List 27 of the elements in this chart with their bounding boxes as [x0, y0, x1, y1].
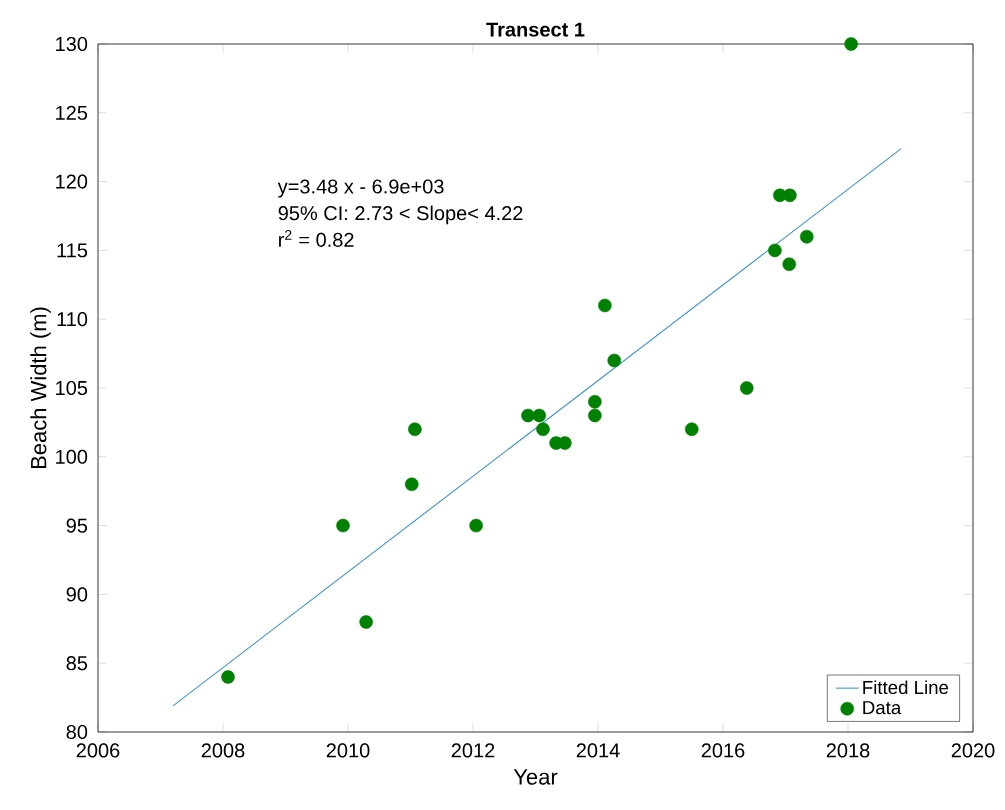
y-tick-label: 100 [56, 449, 88, 464]
x-tick-label: 2006 [76, 743, 120, 758]
x-tick-label: 2020 [951, 743, 995, 758]
y-tick-label: 115 [57, 243, 88, 258]
annotation: r$^{2}$ = 0.82 [279, 229, 354, 247]
x-tick-label: 2018 [826, 743, 870, 758]
y-tick-label: 80 [66, 724, 88, 740]
y-tick-label: 90 [66, 587, 88, 602]
y-axis-title: Beach Width (m) [30, 307, 51, 469]
y-tick-label: 105 [56, 380, 88, 396]
chart-title: Transect 1 [486, 22, 585, 37]
x-tick-label: 2008 [201, 743, 245, 758]
y-tick-label: 125 [56, 105, 88, 120]
y-tick-label: 95 [66, 518, 88, 533]
y-tick-label: 110 [57, 312, 88, 327]
legend-label: Fitted Line [863, 680, 949, 695]
x-tick-label: 2010 [326, 743, 370, 758]
annotation: y=3.48 x - 6.9e+03 [277, 179, 444, 198]
x-tick-label: 2012 [451, 743, 495, 758]
annotation: 95% CI: 2.73 < Slope< 4.22 [278, 205, 523, 225]
x-tick-label: 2016 [701, 743, 745, 758]
x-tick-label: 2014 [576, 743, 620, 758]
y-tick-label: 130 [56, 36, 88, 52]
y-tick-label: 120 [56, 174, 88, 189]
legend-label: Data [863, 701, 902, 715]
x-axis-title: Year [513, 769, 558, 785]
y-tick-label: 85 [66, 656, 88, 671]
